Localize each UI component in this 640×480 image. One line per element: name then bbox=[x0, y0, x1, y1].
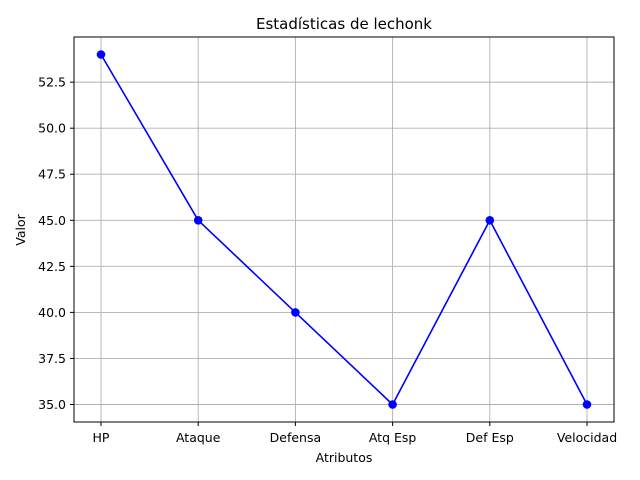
data-point bbox=[193, 215, 203, 225]
data-point bbox=[582, 400, 592, 409]
chart-title: Estadísticas de lechonk bbox=[256, 15, 432, 33]
y-tick-label: 37.5 bbox=[38, 351, 66, 366]
series-line bbox=[100, 54, 588, 406]
series-line-layer bbox=[100, 54, 588, 406]
y-tick-label: 45.0 bbox=[38, 213, 66, 228]
y-tick-label: 42.5 bbox=[38, 259, 66, 274]
data-point bbox=[291, 308, 300, 317]
y-axis-title: Valor bbox=[13, 213, 28, 245]
y-tick-label: 40.0 bbox=[38, 305, 66, 320]
x-tick-label: Defensa bbox=[270, 430, 322, 445]
data-point bbox=[485, 215, 495, 225]
x-axis-title: Atributos bbox=[316, 450, 373, 465]
data-point bbox=[96, 50, 106, 59]
x-axis: HP Ataque Defensa Atq Esp Def Esp Velocidad bbox=[93, 422, 617, 445]
data-point bbox=[388, 400, 397, 409]
grid bbox=[74, 37, 614, 422]
plot-frame bbox=[73, 36, 615, 423]
y-tick-label: 52.5 bbox=[38, 75, 66, 90]
x-tick-label: Ataque bbox=[176, 430, 221, 445]
y-tick-label: 50.0 bbox=[38, 121, 66, 136]
y-tick-label: 47.5 bbox=[38, 167, 66, 182]
x-tick-label: Atq Esp bbox=[369, 430, 417, 445]
y-axis: 35.0 37.5 40.0 42.5 45.0 47.5 50.0 52.5 bbox=[38, 75, 74, 412]
x-tick-label: Velocidad bbox=[557, 430, 617, 445]
y-tick-label: 35.0 bbox=[38, 397, 66, 412]
x-tick-label: Def Esp bbox=[466, 430, 514, 445]
x-tick-label: HP bbox=[93, 430, 110, 445]
marker-layer bbox=[96, 50, 592, 409]
